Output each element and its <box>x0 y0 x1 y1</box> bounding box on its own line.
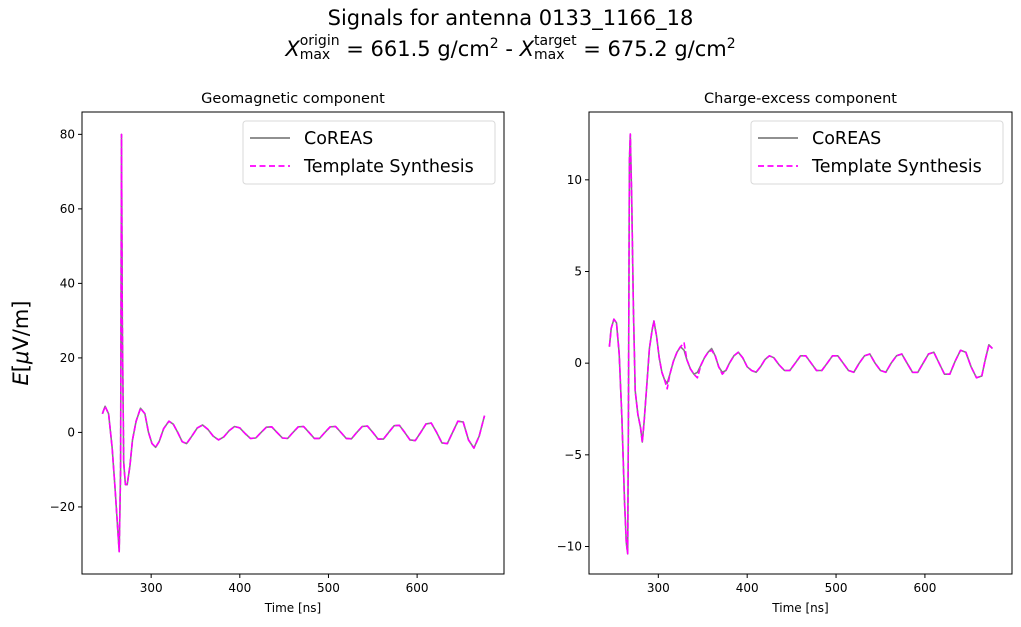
xmax-target-symbol: X <box>519 37 534 61</box>
geomagnetic-legend: CoREAS Template Synthesis <box>242 120 496 185</box>
x-tick-label: 500 <box>825 581 848 595</box>
legend-coreas-label: CoREAS <box>812 129 881 149</box>
title-separator: - <box>498 37 520 61</box>
target-value: = 675.2 g/cm <box>576 37 727 61</box>
legend-template-synthesis-label: Template Synthesis <box>811 157 982 177</box>
y-tick-label: 5 <box>574 265 582 279</box>
charge-excess-x-axis-label: Time [ns] <box>771 601 828 615</box>
y-tick-label: −20 <box>50 500 75 514</box>
y-tick-label: 60 <box>60 202 75 216</box>
legend-template-synthesis-label: Template Synthesis <box>303 157 474 177</box>
origin-exponent: 2 <box>489 36 499 52</box>
legend-coreas-label: CoREAS <box>304 129 373 149</box>
geomagnetic-axes-frame <box>81 111 505 575</box>
origin-subscript: max <box>299 47 331 63</box>
figure-title: Signals for antenna 0133_1166_18 <box>327 6 694 30</box>
charge-excess-axes-frame <box>588 111 1013 575</box>
y-tick-label: −5 <box>564 448 582 462</box>
legend-box <box>750 120 1004 185</box>
origin-value: = 661.5 g/cm <box>339 37 490 61</box>
target-subscript: max <box>534 47 565 63</box>
geomagnetic-title: Geomagnetic component <box>201 91 385 107</box>
x-tick-label: 600 <box>406 581 429 595</box>
y-tick-label: 0 <box>574 356 582 370</box>
geomagnetic-template-synthesis-line <box>101 133 486 553</box>
x-tick-label: 300 <box>647 581 670 595</box>
x-tick-label: 400 <box>736 581 759 595</box>
y-tick-label: 40 <box>60 276 75 290</box>
y-tick-label: 20 <box>60 351 75 365</box>
geomagnetic-x-axis-label: Time [ns] <box>264 601 321 615</box>
charge-excess-legend: CoREAS Template Synthesis <box>750 120 1004 185</box>
geomagnetic-coreas-line <box>101 133 486 553</box>
x-tick-label: 600 <box>913 581 936 595</box>
y-tick-label: −10 <box>557 540 582 554</box>
target-exponent: 2 <box>726 36 736 52</box>
y-tick-label: 0 <box>67 425 75 439</box>
xmax-origin-symbol: X <box>285 37 300 61</box>
legend-box <box>242 120 496 185</box>
y-tick-label: 10 <box>567 173 582 187</box>
charge-excess-template-synthesis-line <box>608 133 993 555</box>
charge-excess-coreas-line <box>608 133 993 555</box>
charge-excess-title: Charge-excess component <box>704 91 897 107</box>
y-axis-label: E[μV/m] <box>9 301 33 386</box>
charge-excess-plot: Charge-excess component 300 400 500 600 Time … <box>557 91 1013 615</box>
x-tick-label: 300 <box>140 581 163 595</box>
y-tick-label: 80 <box>60 127 75 141</box>
x-tick-label: 400 <box>228 581 251 595</box>
x-tick-label: 500 <box>317 581 340 595</box>
target-superscript: target <box>534 33 577 49</box>
origin-superscript: origin <box>299 33 340 49</box>
